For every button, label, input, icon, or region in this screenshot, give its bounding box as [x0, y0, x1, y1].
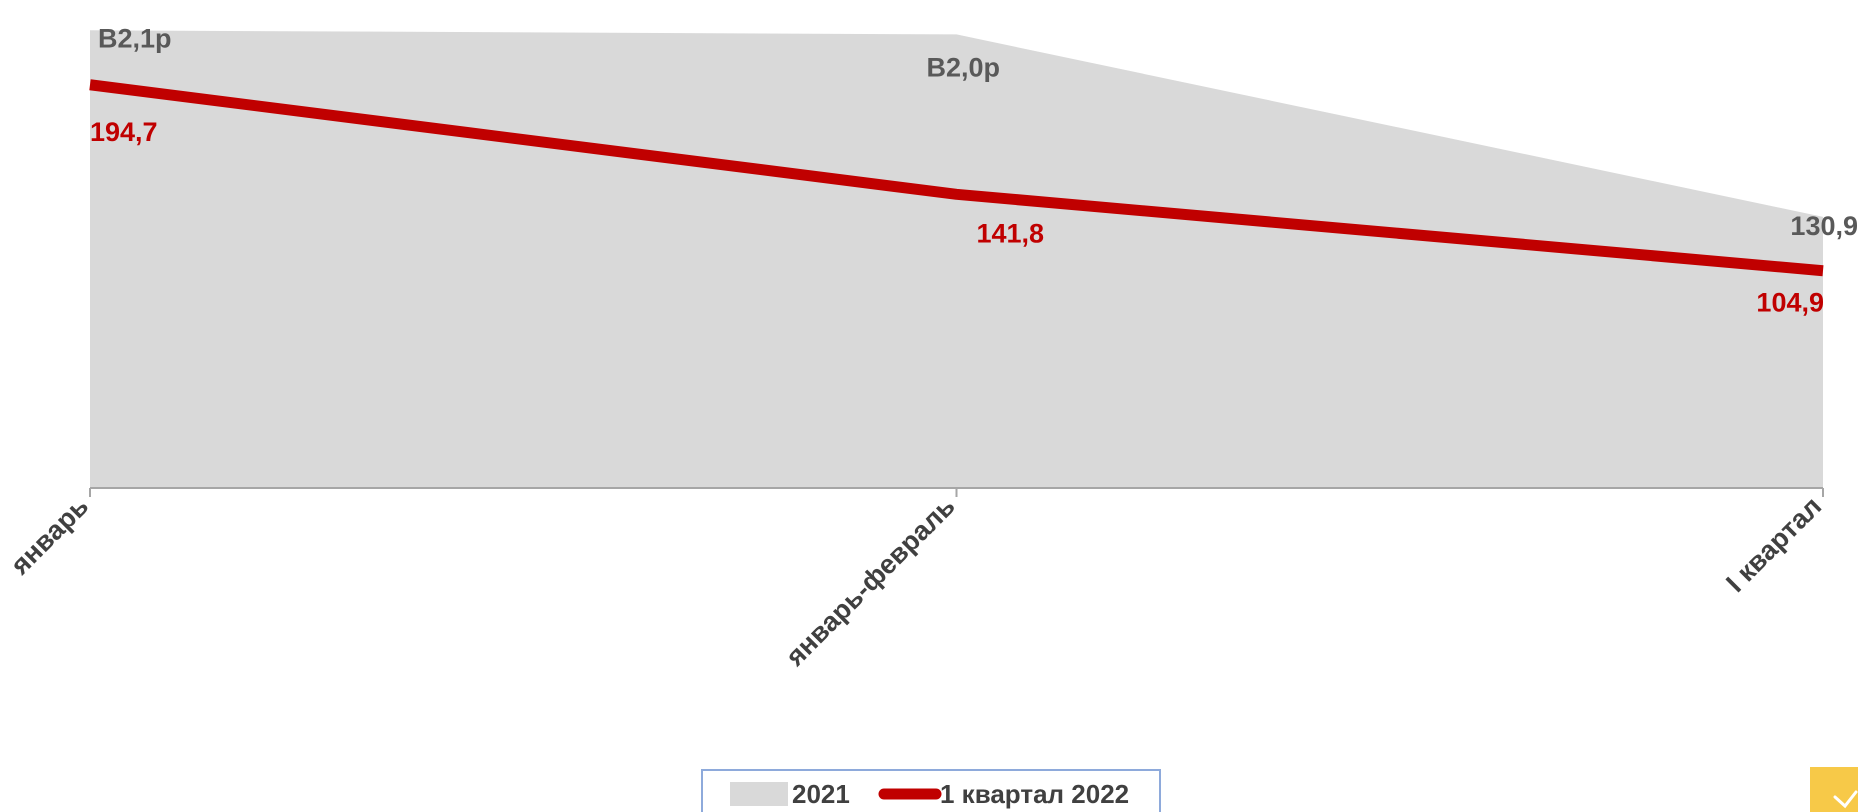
- data-labels: В2,1р В2,0р 130,9 194,7 141,8 104,9: [90, 23, 1858, 317]
- data-label-2021: 130,9: [1790, 211, 1858, 241]
- data-label-2022: 194,7: [90, 117, 158, 147]
- corner-badge: [1810, 767, 1858, 812]
- legend-swatch-2021: [730, 782, 788, 806]
- line-2022: [89, 79, 1824, 277]
- legend-label-2021: 2021: [792, 779, 850, 809]
- x-tick-label: I квартал: [1720, 491, 1827, 598]
- legend: 2021 1 квартал 2022: [701, 769, 1161, 812]
- data-label-2021: В2,1р: [98, 23, 172, 53]
- area-fill-2021: [90, 30, 1823, 488]
- line-series-2022: [89, 79, 1824, 277]
- data-label-2022: 141,8: [977, 218, 1045, 248]
- x-tick-label: январь: [4, 491, 94, 581]
- legend-label-2022: 1 квартал 2022: [940, 779, 1129, 809]
- x-axis: [89, 487, 1824, 497]
- chevron-down-icon: [1833, 790, 1858, 809]
- data-label-2021: В2,0р: [927, 52, 1001, 82]
- x-tick-label: январь-февраль: [779, 491, 960, 672]
- x-axis-tick-labels: январь январь-февраль I квартал: [4, 491, 1827, 672]
- area-series-2021: [90, 30, 1823, 488]
- data-label-2022: 104,9: [1756, 288, 1824, 318]
- corner-accent: [1810, 767, 1858, 812]
